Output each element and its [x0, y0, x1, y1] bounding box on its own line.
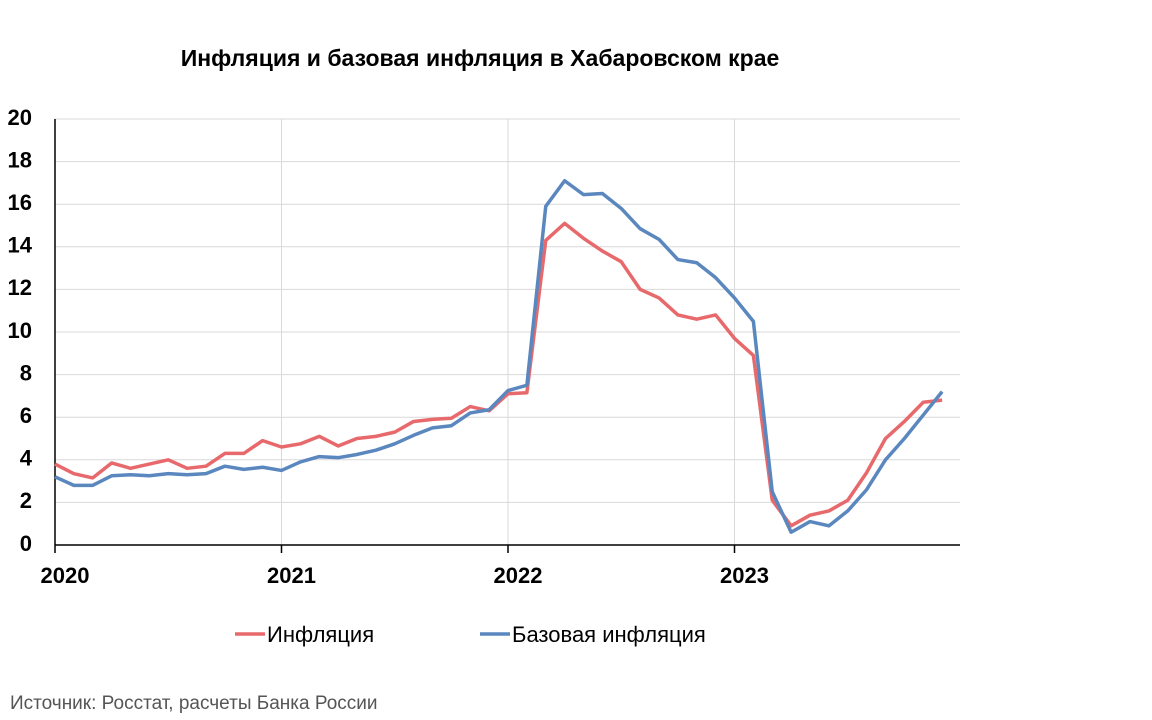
y-tick-label: 0 [20, 531, 32, 556]
y-tick-label: 12 [8, 275, 32, 300]
legend-label: Базовая инфляция [512, 622, 706, 647]
x-tick-label: 2020 [41, 563, 90, 588]
series-line [54, 179, 944, 534]
x-tick-label: 2022 [494, 563, 543, 588]
y-tick-label: 6 [20, 403, 32, 428]
y-tick-label: 16 [8, 190, 32, 215]
y-tick-label: 2 [20, 488, 32, 513]
chart-title: Инфляция и базовая инфляция в Хабаровско… [181, 45, 780, 71]
y-tick-label: 10 [8, 318, 32, 343]
y-tick-label: 8 [20, 360, 32, 385]
y-tick-label: 20 [8, 105, 32, 130]
y-tick-label: 4 [20, 446, 33, 471]
x-tick-label: 2023 [720, 563, 769, 588]
y-tick-label: 14 [8, 233, 33, 258]
legend-label: Инфляция [267, 622, 374, 647]
x-tick-label: 2021 [267, 563, 316, 588]
y-tick-label: 18 [8, 147, 32, 172]
source-note: Источник: Росстат, расчеты Банка России [10, 693, 378, 714]
